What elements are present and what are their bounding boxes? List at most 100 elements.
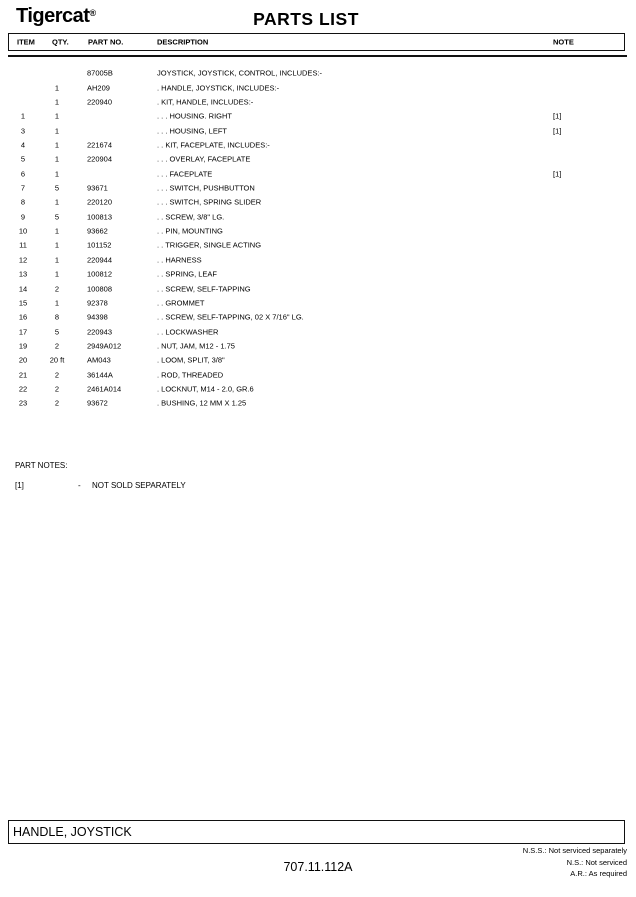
column-header-item: ITEM [17,37,35,47]
part-note-ref: [1] [15,481,24,490]
item-cell: 15 [18,298,28,308]
table-row: 8 1 220120 . . . SWITCH, SPRING SLIDER [8,195,627,209]
note-cell: [1] [553,169,562,179]
item-cell: 12 [18,255,28,265]
table-row: 7 5 93671 . . . SWITCH, PUSHBUTTON [8,181,627,195]
item-cell: 21 [18,370,28,380]
table-header-row: ITEM QTY. PART NO. DESCRIPTION NOTE [8,33,625,51]
description-cell: . . KIT, FACEPLATE, INCLUDES:- [157,140,270,150]
description-cell: . . . HOUSING. RIGHT [157,111,233,121]
table-row: 19 2 2949A012 . NUT, JAM, M12 - 1.75 [8,339,627,353]
part-no-cell: 100812 [87,269,113,279]
qty-cell: 2 [54,370,60,380]
column-header-qty: QTY. [52,37,69,47]
description-cell: . LOCKNUT, M14 - 2.0, GR.6 [157,384,254,394]
part-no-cell: 93671 [87,183,108,193]
table-row: 21 2 36144A . ROD, THREADED [8,368,627,382]
registered-trademark-symbol: ® [89,8,96,18]
part-no-cell: 100808 [87,284,113,294]
page-title: PARTS LIST [253,9,359,29]
table-row: 17 5 220943 . . LOCKWASHER [8,324,627,338]
description-cell: . . TRIGGER, SINGLE ACTING [157,240,262,250]
table-row: 1 1 . . . HOUSING. RIGHT [1] [8,109,627,123]
table-row: 10 1 93662 . . PIN, MOUNTING [8,224,627,238]
qty-cell: 1 [54,83,60,93]
table-row: 20 20 ft AM043 . LOOM, SPLIT, 3/8" [8,353,627,367]
item-cell: 9 [20,212,26,222]
header-divider-rule [8,55,627,57]
qty-cell: 1 [54,298,60,308]
part-note-text: NOT SOLD SEPARATELY [92,481,186,490]
item-cell: 10 [18,226,28,236]
qty-cell: 1 [54,140,60,150]
description-cell: . . HARNESS [157,255,202,265]
part-no-cell: 220943 [87,327,113,337]
description-cell: . HANDLE, JOYSTICK, INCLUDES:- [157,83,280,93]
qty-cell: 2 [54,384,60,394]
qty-cell: 1 [54,197,60,207]
part-no-cell: 221674 [87,140,113,150]
item-cell: 1 [20,111,26,121]
item-cell: 13 [18,269,28,279]
legend-line-ar: A.R.: As required [570,869,627,878]
description-cell: . . GROMMET [157,298,205,308]
item-cell: 7 [20,183,26,193]
qty-cell: 2 [54,341,60,351]
description-cell: . NUT, JAM, M12 - 1.75 [157,341,235,351]
section-title: HANDLE, JOYSTICK [13,825,132,839]
qty-cell: 2 [54,284,60,294]
description-cell: . . . SWITCH, PUSHBUTTON [157,183,255,193]
part-note-separator: - [78,481,81,490]
description-cell: . ROD, THREADED [157,370,224,380]
part-no-cell: 93662 [87,226,108,236]
table-row: 22 2 2461A014. LOCKNUT, M14 - 2.0, GR.6 [8,382,627,396]
table-row: 16 8 94398 . . SCREW, SELF-TAPPING, 02 X 7/… [8,310,627,324]
part-no-cell: 92378 [87,298,108,308]
table-row: 14 2 100808 . . SCREW, SELF-TAPPING [8,281,627,295]
item-cell: 4 [20,140,26,150]
part-no-cell: 2461A014 [87,384,122,394]
table-row: 11 1 101152. . TRIGGER, SINGLE ACTING [8,238,627,252]
column-header-part-no: PART NO. [88,37,124,47]
description-cell: . LOOM, SPLIT, 3/8" [157,355,225,365]
item-cell: 23 [18,398,28,408]
part-no-cell: AM043 [87,355,111,365]
table-row: 9 5 100813 . . SCREW, 3/8" LG. [8,210,627,224]
item-cell: 16 [18,312,28,322]
legend-line-nss: N.S.S.: Not serviced separately [522,846,627,855]
item-cell: 6 [20,169,26,179]
table-row: 23 2 93672 . BUSHING, 12 MM X 1.25 [8,396,627,410]
abbreviation-legend: N.S.S.: Not serviced separately N.S.: No… [523,845,627,880]
qty-cell: 1 [54,269,60,279]
tigercat-logo: Tigercat® [16,5,96,28]
description-cell: . . SPRING, LEAF [157,269,218,279]
document-number: 707.11.112A [283,860,353,874]
description-cell: . . PIN, MOUNTING [157,226,223,236]
item-cell: 20 [18,355,28,365]
qty-cell: 1 [54,169,60,179]
item-cell: 22 [18,384,28,394]
item-cell: 19 [18,341,28,351]
note-cell: [1] [553,126,562,136]
column-header-note: NOTE [553,37,574,47]
description-cell: . . . HOUSING, LEFT [157,126,228,136]
part-no-cell: AH209 [87,83,110,93]
part-no-cell: 87005B [87,68,113,78]
part-notes-heading: PART NOTES: [15,461,68,470]
qty-cell: 1 [54,240,60,250]
column-header-description: DESCRIPTION [157,37,209,47]
item-cell: 14 [18,284,28,294]
item-cell: 8 [20,197,26,207]
parts-table-body: 87005B JOYSTICK, JOYSTICK, CONTROL, INCLU… [8,66,627,411]
legend-line-ns: N.S.: Not serviced [566,857,627,867]
table-row: 1 220940 . KIT, HANDLE, INCLUDES:- [8,95,627,109]
item-cell: 11 [19,240,27,250]
qty-cell: 1 [54,111,60,121]
part-no-cell: 220944 [87,255,113,265]
description-cell: . . SCREW, SELF-TAPPING [157,284,251,294]
description-cell: . BUSHING, 12 MM X 1.25 [157,398,247,408]
description-cell: . KIT, HANDLE, INCLUDES:- [157,97,254,107]
qty-cell: 1 [54,255,60,265]
qty-cell: 5 [54,212,60,222]
table-row: 1 AH209 . HANDLE, JOYSTICK, INCLUDES:- [8,80,627,94]
